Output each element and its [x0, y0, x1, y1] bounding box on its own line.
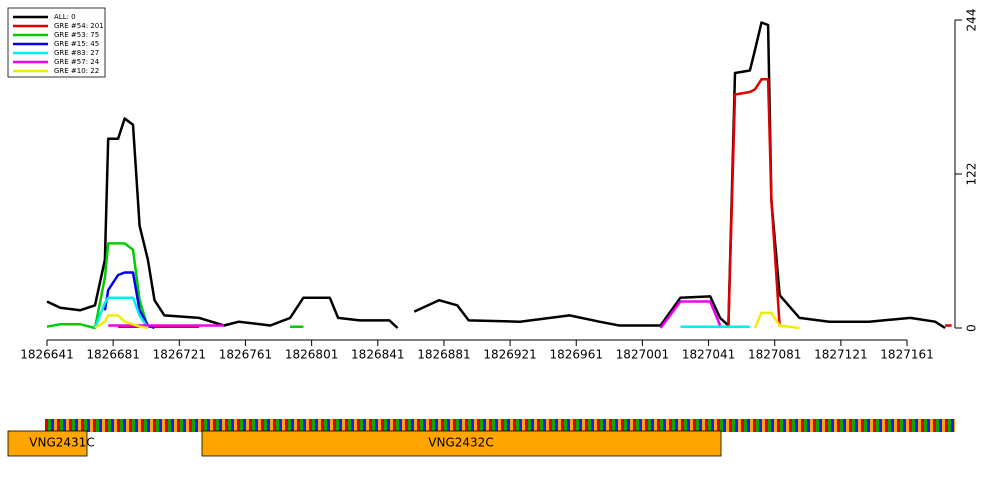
legend-label: GRE #53: 75 — [54, 31, 99, 39]
series-line — [94, 311, 800, 330]
x-tick-label: 1826921 — [483, 348, 536, 362]
x-tick-label: 1826681 — [86, 348, 139, 362]
series-line — [108, 300, 722, 329]
legend-label: GRE #57: 24 — [54, 58, 100, 66]
series-line — [118, 78, 952, 328]
x-tick-label: 1826881 — [417, 348, 470, 362]
x-tick-label: 1827001 — [616, 348, 669, 362]
legend-label: GRE #54: 201 — [54, 22, 104, 30]
x-tick-label: 1826761 — [219, 348, 272, 362]
gene-label: VNG2431C — [29, 436, 94, 450]
y-tick-label: 122 — [965, 163, 979, 186]
series-line — [46, 242, 304, 330]
x-tick-label: 1827041 — [682, 348, 735, 362]
series-line — [93, 296, 750, 329]
x-tick-label: 1826841 — [351, 348, 404, 362]
legend — [7, 7, 106, 78]
x-tick-label: 1826721 — [153, 348, 206, 362]
x-tick-label: 1826961 — [550, 348, 603, 362]
x-tick-label: 1827081 — [748, 348, 801, 362]
x-tick-label: 1826641 — [20, 348, 73, 362]
x-tick-label: 1826801 — [285, 348, 338, 362]
legend-label: GRE #15: 45 — [54, 40, 99, 48]
x-tick-label: 1827121 — [814, 348, 867, 362]
sequence-track — [45, 419, 955, 432]
series-line — [103, 271, 155, 330]
legend-label: GRE #83: 27 — [54, 49, 99, 57]
x-tick-label: 1827161 — [880, 348, 933, 362]
gene-box — [201, 430, 722, 457]
legend-label: GRE #10: 22 — [54, 67, 99, 75]
series-line — [46, 21, 946, 330]
legend-label: ALL: 0 — [54, 13, 76, 21]
y-tick-label: 244 — [965, 9, 979, 32]
gene-label: VNG2432C — [428, 436, 493, 450]
y-tick-label: 0 — [965, 324, 979, 332]
gene-box — [7, 430, 88, 457]
